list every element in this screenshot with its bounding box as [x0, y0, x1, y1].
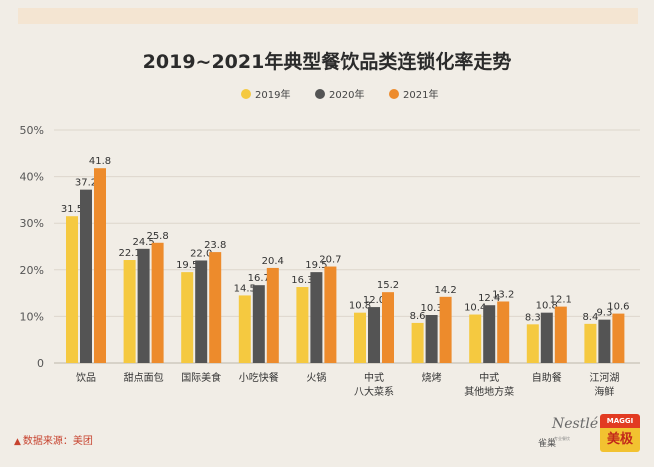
bar [181, 272, 194, 363]
bar-value-label: 10.8 [536, 301, 558, 312]
bar-value-label: 19.5 [176, 260, 198, 271]
bar [80, 189, 92, 363]
bar [354, 312, 366, 363]
x-tick-label: 火锅 [306, 372, 326, 384]
bar-value-label: 12.1 [550, 295, 572, 306]
bar [266, 267, 279, 363]
y-tick-label: 20% [20, 264, 44, 277]
bar-value-label: 37.2 [75, 178, 97, 189]
x-tick-label: 自助餐 [532, 371, 562, 384]
bar [612, 313, 625, 363]
bar-value-label: 20.7 [319, 255, 341, 266]
bar [310, 272, 323, 363]
bar [151, 242, 164, 363]
x-tick-label: 饮品 [76, 371, 96, 384]
x-tick-label: 小吃快餐 [239, 371, 279, 384]
bar-value-label: 14.2 [434, 285, 456, 296]
nestle-sub-text: 专业餐饮 [554, 436, 570, 441]
bar-value-label: 24.5 [132, 237, 154, 248]
bar-value-label: 12.4 [478, 293, 500, 304]
chart-title: 2019~2021年典型餐饮品类连锁化率走势 [143, 50, 512, 73]
bar [66, 216, 78, 363]
bar [94, 168, 106, 363]
bar [439, 296, 452, 363]
bar [123, 260, 136, 363]
bar [238, 295, 251, 363]
bar-value-label: 12.0 [363, 295, 385, 306]
nestle-cn-text: 雀巢 [538, 439, 557, 449]
bar-value-label: 25.8 [146, 231, 168, 242]
y-tick-label: 0 [37, 357, 44, 370]
bar [411, 322, 424, 363]
bar-value-label: 8.3 [525, 312, 541, 323]
y-tick-label: 40% [20, 171, 44, 184]
bar [540, 312, 553, 363]
maggi-logo: MAGGI 美极 [600, 414, 640, 454]
bar-value-label: 22.0 [190, 248, 212, 259]
y-tick-label: 50% [20, 124, 44, 137]
bar [469, 314, 482, 363]
source-note: ▲ 数据来源：美团 [14, 432, 93, 447]
bar [368, 307, 380, 363]
legend-swatch [389, 89, 399, 99]
bar [497, 301, 510, 363]
bar-value-label: 16.7 [248, 273, 270, 284]
x-tick-label: 中式 [479, 371, 499, 384]
bar [324, 266, 337, 363]
x-tick-label: 甜点面包 [124, 371, 164, 384]
x-tick-label: 中式 [364, 371, 384, 384]
legend-label: 2019年 [255, 88, 290, 101]
top-decorative-band [18, 8, 638, 24]
nestle-brand-text: Nestlé [552, 416, 599, 432]
bar-value-label: 16.3 [291, 275, 313, 286]
bar-value-label: 9.3 [596, 308, 612, 319]
bar-value-label: 23.8 [204, 240, 226, 251]
bar [382, 292, 394, 363]
bar [195, 260, 208, 363]
bar [137, 248, 150, 363]
bar [209, 252, 222, 363]
triangle-icon: ▲ [14, 437, 21, 447]
y-tick-label: 30% [20, 217, 44, 230]
bar-value-label: 19.5 [305, 260, 327, 271]
x-tick-label: 江河湖 [589, 372, 619, 384]
bar [554, 306, 567, 363]
bar-value-label: 8.4 [582, 312, 598, 323]
bar [296, 287, 309, 363]
bar-value-label: 41.8 [89, 156, 111, 167]
legend-label: 2021年 [403, 88, 438, 101]
bar [584, 323, 597, 363]
x-tick-label: 国际美食 [181, 371, 221, 384]
bar [425, 315, 438, 363]
x-tick-label: 其他地方菜 [464, 385, 514, 398]
nestle-logo: Nestlé 雀巢 专业餐饮 [538, 416, 598, 450]
y-tick-label: 10% [20, 310, 44, 323]
bar [483, 305, 496, 363]
legend-label: 2020年 [329, 88, 364, 101]
bar [598, 319, 611, 363]
bar-value-label: 22.1 [118, 248, 140, 259]
bar [526, 324, 539, 363]
x-tick-label: 烧烤 [422, 371, 442, 384]
bar-value-label: 10.4 [464, 303, 486, 314]
bar-value-label: 20.4 [262, 256, 284, 267]
bar-value-label: 10.8 [349, 301, 371, 312]
legend-swatch [241, 89, 251, 99]
bar-value-label: 14.5 [234, 283, 256, 294]
bar-value-label: 31.5 [61, 204, 83, 215]
legend-swatch [315, 89, 325, 99]
source-text: 数据来源：美团 [22, 436, 93, 447]
bar-value-label: 15.2 [377, 280, 399, 291]
bar-value-label: 13.2 [492, 289, 514, 300]
x-tick-label: 海鲜 [594, 385, 614, 398]
maggi-cn-text: 美极 [600, 428, 640, 452]
maggi-top-text: MAGGI [600, 414, 640, 428]
bar-value-label: 10.6 [607, 302, 629, 313]
x-tick-label: 八大菜系 [354, 385, 394, 398]
bar-value-label: 8.6 [410, 311, 426, 322]
bar [252, 285, 265, 363]
bar-value-label: 10.3 [420, 303, 442, 314]
